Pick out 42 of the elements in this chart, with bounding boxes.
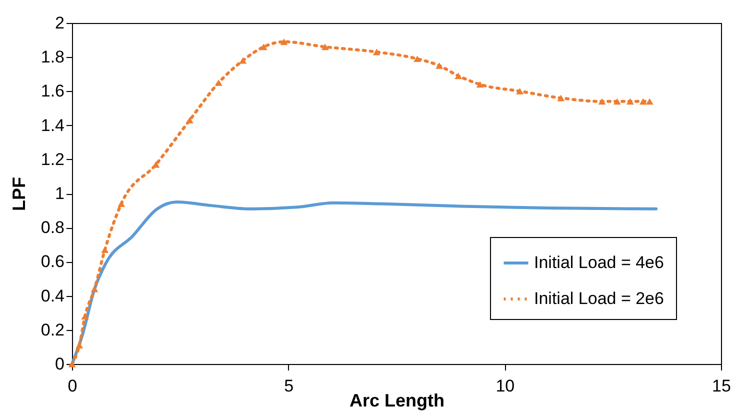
point bbox=[639, 98, 647, 105]
point bbox=[476, 81, 484, 88]
y-tick-label: 1.8 bbox=[40, 48, 64, 67]
point bbox=[557, 94, 565, 102]
y-tick-label: 0.2 bbox=[40, 320, 64, 340]
y-tick-label: 0.8 bbox=[40, 218, 64, 238]
y-tick-label: 0 bbox=[55, 354, 64, 374]
point bbox=[186, 116, 194, 124]
point bbox=[414, 56, 421, 62]
point bbox=[321, 44, 329, 50]
x-tick-label: 15 bbox=[712, 376, 731, 396]
y-tick-label: 0.4 bbox=[40, 286, 64, 306]
x-tick-label: 0 bbox=[68, 376, 78, 396]
point bbox=[118, 200, 126, 207]
legend-label: Initial Load = 2e6 bbox=[534, 289, 664, 308]
point bbox=[372, 48, 380, 56]
point bbox=[454, 72, 462, 80]
point bbox=[516, 88, 524, 94]
point bbox=[436, 62, 444, 69]
point bbox=[101, 246, 109, 253]
y-axis-title: LPF bbox=[8, 177, 29, 211]
y-tick-label: 1.6 bbox=[40, 82, 64, 101]
point bbox=[90, 286, 98, 292]
point bbox=[646, 98, 654, 105]
x-axis-title: Arc Length bbox=[349, 390, 445, 410]
point bbox=[260, 44, 268, 50]
y-tick-label: 1.4 bbox=[40, 116, 64, 135]
point bbox=[280, 38, 288, 45]
y-tick-label: 0.6 bbox=[40, 252, 64, 272]
point bbox=[68, 360, 76, 368]
x-tick-label: 10 bbox=[496, 376, 515, 396]
point bbox=[598, 98, 606, 105]
legend-label: Initial Load = 4e6 bbox=[534, 253, 664, 272]
point bbox=[239, 57, 247, 64]
point bbox=[626, 98, 634, 105]
point bbox=[214, 79, 222, 86]
x-tick-label: 5 bbox=[284, 376, 294, 396]
y-tick-label: 1.2 bbox=[40, 150, 64, 169]
y-tick-label: 1 bbox=[55, 184, 64, 203]
point bbox=[81, 313, 89, 320]
y-tick-label: 2 bbox=[55, 14, 64, 32]
point bbox=[613, 98, 621, 105]
